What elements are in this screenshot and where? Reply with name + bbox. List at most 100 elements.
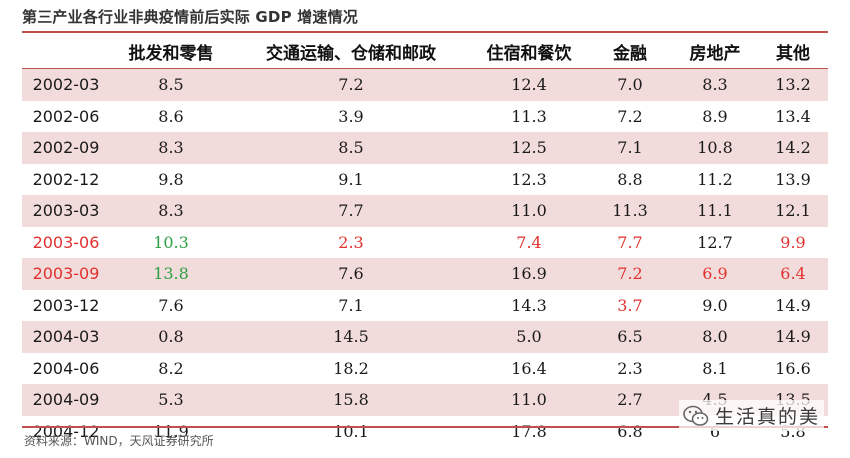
cell-wholesale-retail: 13.8 bbox=[110, 258, 232, 290]
cell-real-estate: 8.0 bbox=[672, 321, 758, 353]
cell-finance: 6.8 bbox=[588, 415, 672, 447]
cell-real-estate: 11.1 bbox=[672, 195, 758, 227]
cell-date: 2004-03 bbox=[22, 321, 110, 353]
cell-transport: 7.2 bbox=[232, 68, 470, 101]
cell-transport: 15.8 bbox=[232, 384, 470, 416]
cell-other: 9.9 bbox=[758, 226, 828, 258]
cell-other: 13.9 bbox=[758, 163, 828, 195]
cell-finance: 7.0 bbox=[588, 68, 672, 101]
cell-other: 16.6 bbox=[758, 352, 828, 384]
table-row: 2002-03 8.5 7.2 12.4 7.0 8.3 13.2 bbox=[22, 68, 828, 101]
cell-other: 14.9 bbox=[758, 321, 828, 353]
cell-finance: 7.1 bbox=[588, 132, 672, 164]
cell-transport: 2.3 bbox=[232, 226, 470, 258]
cell-wholesale-retail: 8.3 bbox=[110, 195, 232, 227]
cell-wholesale-retail: 8.3 bbox=[110, 132, 232, 164]
cell-other: 6.4 bbox=[758, 258, 828, 290]
cell-finance: 6.5 bbox=[588, 321, 672, 353]
cell-accommodation: 12.5 bbox=[470, 132, 588, 164]
cell-date: 2002-12 bbox=[22, 163, 110, 195]
cell-transport: 9.1 bbox=[232, 163, 470, 195]
cell-accommodation: 5.0 bbox=[470, 321, 588, 353]
header-finance: 金融 bbox=[588, 34, 672, 69]
cell-transport: 10.1 bbox=[232, 415, 470, 447]
table-title: 第三产业各行业非典疫情前后实际 GDP 增速情况 bbox=[22, 8, 359, 26]
table-row: 2004-06 8.2 18.2 16.4 2.3 8.1 16.6 bbox=[22, 352, 828, 384]
cell-date: 2003-03 bbox=[22, 195, 110, 227]
cell-real-estate: 8.3 bbox=[672, 68, 758, 101]
cell-other: 12.1 bbox=[758, 195, 828, 227]
cell-date: 2003-09 bbox=[22, 258, 110, 290]
header-date bbox=[22, 34, 110, 69]
bottom-rule bbox=[22, 426, 828, 428]
cell-wholesale-retail: 5.3 bbox=[110, 384, 232, 416]
gdp-growth-table: 批发和零售 交通运输、仓储和邮政 住宿和餐饮 金融 房地产 其他 2002-03… bbox=[22, 34, 828, 447]
source-note: 资料来源：WIND，天风证券研究所 bbox=[24, 434, 214, 448]
header-other: 其他 bbox=[758, 34, 828, 69]
table-row: 2003-03 8.3 7.7 11.0 11.3 11.1 12.1 bbox=[22, 195, 828, 227]
cell-finance: 3.7 bbox=[588, 289, 672, 321]
cell-other: 13.4 bbox=[758, 100, 828, 132]
cell-wholesale-retail: 8.2 bbox=[110, 352, 232, 384]
cell-other: 13.2 bbox=[758, 68, 828, 101]
cell-date: 2003-06 bbox=[22, 226, 110, 258]
header-real-estate: 房地产 bbox=[672, 34, 758, 69]
cell-other: 14.2 bbox=[758, 132, 828, 164]
cell-wholesale-retail: 10.3 bbox=[110, 226, 232, 258]
cell-accommodation: 17.8 bbox=[470, 415, 588, 447]
cell-date: 2003-12 bbox=[22, 289, 110, 321]
cell-real-estate: 6.9 bbox=[672, 258, 758, 290]
cell-wholesale-retail: 7.6 bbox=[110, 289, 232, 321]
cell-accommodation: 7.4 bbox=[470, 226, 588, 258]
cell-accommodation: 12.4 bbox=[470, 68, 588, 101]
top-rule bbox=[22, 31, 828, 33]
cell-wholesale-retail: 9.8 bbox=[110, 163, 232, 195]
cell-finance: 8.8 bbox=[588, 163, 672, 195]
cell-real-estate: 8.1 bbox=[672, 352, 758, 384]
cell-date: 2002-03 bbox=[22, 68, 110, 101]
cell-wholesale-retail: 8.5 bbox=[110, 68, 232, 101]
table-row: 2002-06 8.6 3.9 11.3 7.2 8.9 13.4 bbox=[22, 100, 828, 132]
header-row: 批发和零售 交通运输、仓储和邮政 住宿和餐饮 金融 房地产 其他 bbox=[22, 34, 828, 69]
cell-accommodation: 16.4 bbox=[470, 352, 588, 384]
cell-transport: 3.9 bbox=[232, 100, 470, 132]
wechat-icon bbox=[683, 405, 709, 427]
header-accommodation: 住宿和餐饮 bbox=[470, 34, 588, 69]
cell-finance: 7.2 bbox=[588, 258, 672, 290]
cell-finance: 2.7 bbox=[588, 384, 672, 416]
cell-transport: 18.2 bbox=[232, 352, 470, 384]
cell-finance: 2.3 bbox=[588, 352, 672, 384]
watermark-text: 生活真的美 bbox=[714, 406, 820, 428]
cell-date: 2004-09 bbox=[22, 384, 110, 416]
cell-accommodation: 16.9 bbox=[470, 258, 588, 290]
cell-finance: 11.3 bbox=[588, 195, 672, 227]
cell-transport: 7.6 bbox=[232, 258, 470, 290]
table-body: 2002-03 8.5 7.2 12.4 7.0 8.3 13.2 2002-06 8.6 3.9… bbox=[22, 68, 828, 447]
cell-other: 14.9 bbox=[758, 289, 828, 321]
cell-real-estate: 9.0 bbox=[672, 289, 758, 321]
header-wholesale-retail: 批发和零售 bbox=[110, 34, 232, 69]
table-row: 2003-06 10.3 2.3 7.4 7.7 12.7 9.9 bbox=[22, 226, 828, 258]
cell-transport: 14.5 bbox=[232, 321, 470, 353]
cell-real-estate: 8.9 bbox=[672, 100, 758, 132]
cell-date: 2002-06 bbox=[22, 100, 110, 132]
cell-real-estate: 10.8 bbox=[672, 132, 758, 164]
cell-accommodation: 14.3 bbox=[470, 289, 588, 321]
cell-accommodation: 11.0 bbox=[470, 384, 588, 416]
watermark: 生活真的美 bbox=[678, 400, 824, 431]
table-row: 2004-03 0.8 14.5 5.0 6.5 8.0 14.9 bbox=[22, 321, 828, 353]
cell-transport: 7.7 bbox=[232, 195, 470, 227]
cell-accommodation: 11.3 bbox=[470, 100, 588, 132]
table-row: 2002-09 8.3 8.5 12.5 7.1 10.8 14.2 bbox=[22, 132, 828, 164]
cell-wholesale-retail: 8.6 bbox=[110, 100, 232, 132]
cell-date: 2002-09 bbox=[22, 132, 110, 164]
header-transport: 交通运输、仓储和邮政 bbox=[232, 34, 470, 69]
table-row: 2003-12 7.6 7.1 14.3 3.7 9.0 14.9 bbox=[22, 289, 828, 321]
cell-transport: 7.1 bbox=[232, 289, 470, 321]
cell-accommodation: 12.3 bbox=[470, 163, 588, 195]
cell-wholesale-retail: 0.8 bbox=[110, 321, 232, 353]
cell-finance: 7.2 bbox=[588, 100, 672, 132]
cell-accommodation: 11.0 bbox=[470, 195, 588, 227]
table-row: 2003-09 13.8 7.6 16.9 7.2 6.9 6.4 bbox=[22, 258, 828, 290]
cell-real-estate: 12.7 bbox=[672, 226, 758, 258]
